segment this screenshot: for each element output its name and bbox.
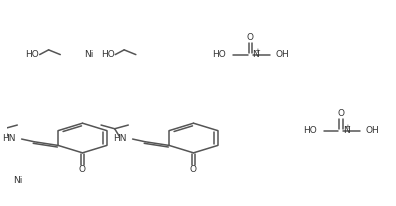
- Text: O: O: [247, 33, 254, 42]
- Text: OH: OH: [275, 50, 289, 59]
- Text: O: O: [337, 109, 344, 118]
- Text: HN: HN: [113, 133, 126, 143]
- Text: N: N: [252, 50, 259, 59]
- Text: HN: HN: [2, 133, 15, 143]
- Text: N: N: [343, 126, 349, 135]
- Text: +: +: [254, 48, 260, 54]
- Text: +: +: [345, 124, 350, 130]
- Text: HO: HO: [101, 50, 114, 59]
- Text: HO: HO: [303, 126, 316, 135]
- Text: OH: OH: [366, 126, 379, 135]
- Text: HO: HO: [212, 50, 226, 59]
- Text: Ni: Ni: [84, 50, 93, 59]
- Text: Ni: Ni: [13, 176, 23, 185]
- Text: O: O: [79, 165, 86, 174]
- Text: O: O: [190, 165, 197, 174]
- Text: HO: HO: [25, 50, 39, 59]
